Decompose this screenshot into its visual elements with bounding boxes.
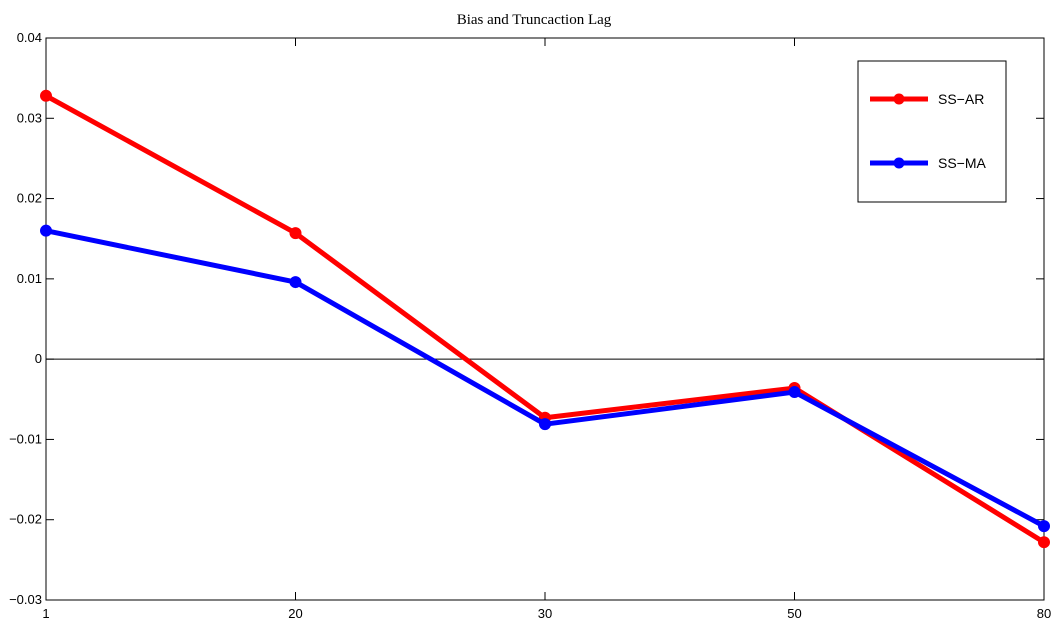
y-tick-label: 0.04 [17, 30, 42, 45]
series-1-point [1038, 520, 1050, 533]
x-tick-label: 80 [1037, 606, 1051, 621]
series-1-point [289, 276, 302, 289]
series-1-point [539, 418, 551, 431]
series-0-point [40, 89, 52, 102]
chart-title: Bias and Truncaction Lag [457, 12, 612, 28]
series-0-point [1038, 536, 1050, 549]
y-tick-label: 0.01 [17, 271, 42, 286]
legend: SS−AR SS−MA [857, 60, 1007, 203]
plot-area: −0.03 −0.02 −0.01 0 0.01 0.02 0.03 0.04 1 20 30 50 8… [9, 30, 1051, 621]
series-1-point [788, 386, 801, 399]
y-tick-label: 0 [35, 351, 42, 366]
y-tick-label: −0.02 [9, 512, 42, 527]
x-tick-label: 1 [42, 606, 49, 621]
y-tick-label: 0.02 [17, 191, 42, 206]
y-tick-label: −0.01 [9, 431, 42, 446]
x-tick-label: 50 [787, 606, 801, 621]
legend-swatch-marker [893, 93, 905, 105]
x-tick-label: 30 [538, 606, 552, 621]
legend-label: SS−MA [938, 155, 987, 171]
legend-label: SS−AR [938, 91, 984, 107]
series-0-point [289, 227, 302, 240]
legend-swatch-marker [893, 157, 905, 169]
series-line-1 [45, 228, 1046, 529]
y-tick-label: −0.03 [9, 592, 42, 607]
series-1-point [40, 224, 52, 237]
legend-box [857, 60, 1007, 203]
y-tick-label: 0.03 [17, 110, 42, 125]
x-tick-label: 20 [288, 606, 302, 621]
